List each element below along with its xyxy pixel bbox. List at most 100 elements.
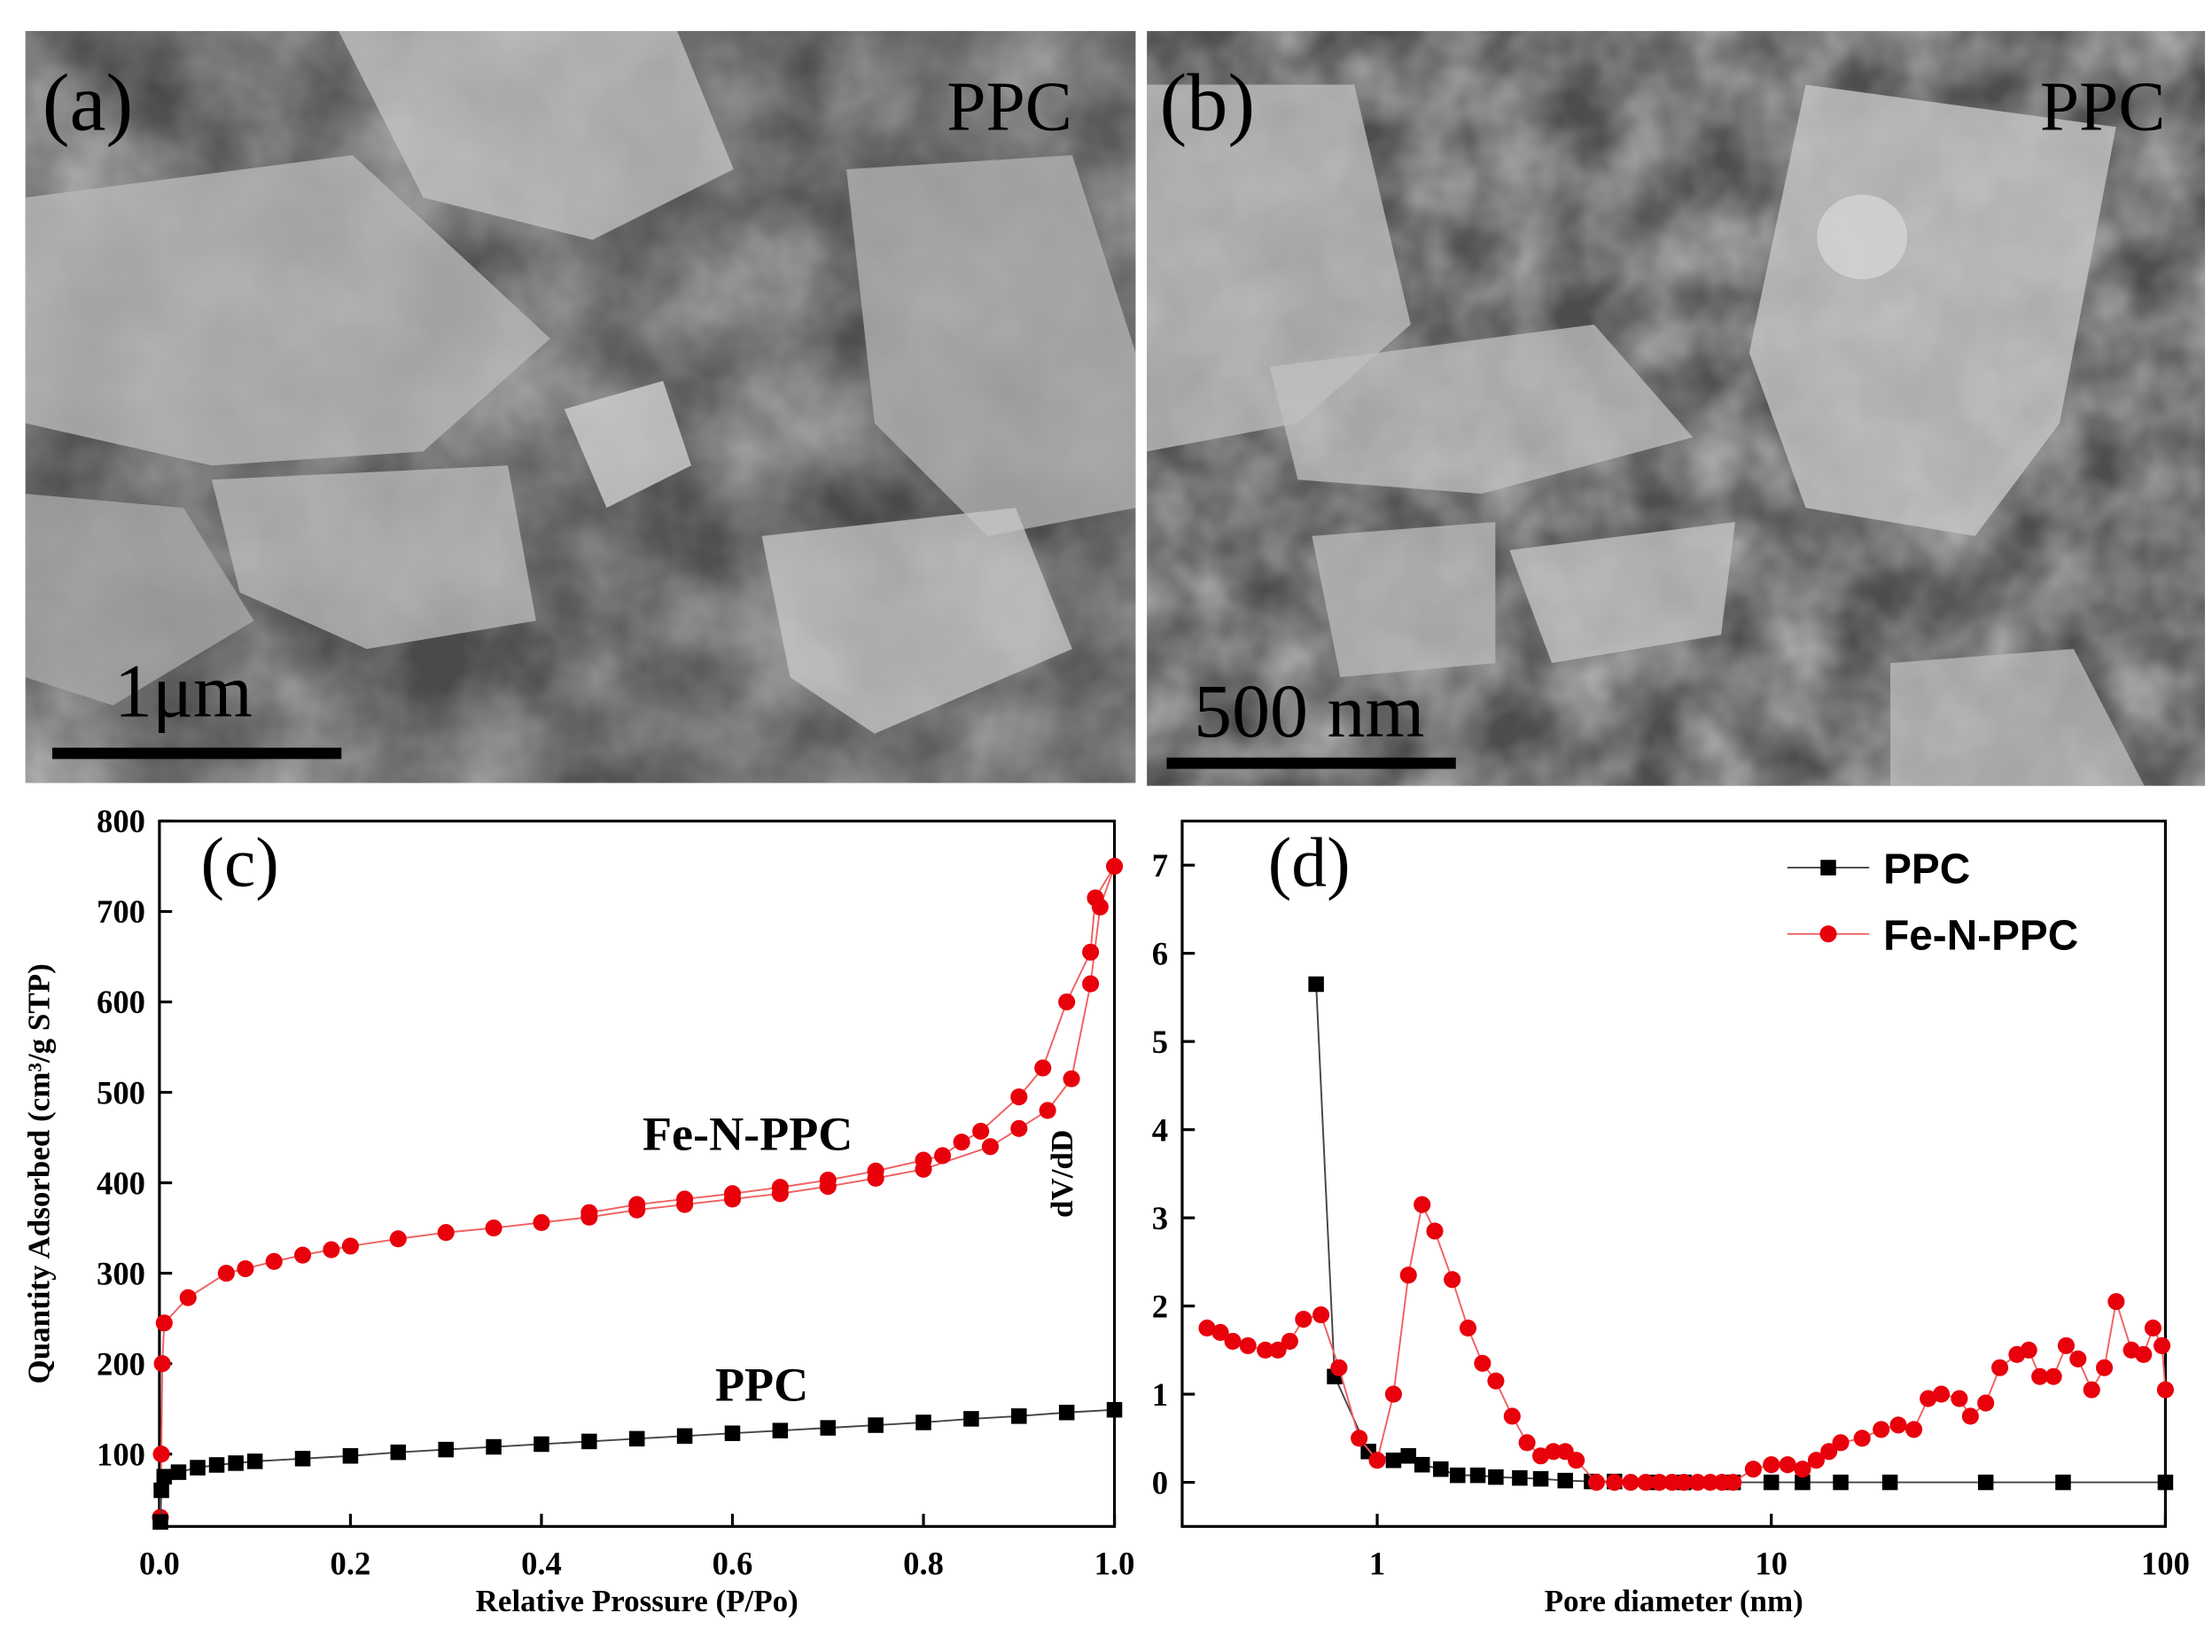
sem-image-a bbox=[25, 31, 1136, 783]
series-label: PPC bbox=[715, 1359, 808, 1412]
x-tick-label: 0.8 bbox=[903, 1545, 944, 1581]
marker bbox=[1010, 1119, 1028, 1137]
marker bbox=[963, 1411, 979, 1427]
legend-label: PPC bbox=[1883, 845, 1970, 892]
marker bbox=[915, 1414, 931, 1430]
marker bbox=[1474, 1354, 1492, 1372]
marker bbox=[1820, 1443, 1838, 1461]
x-axis-label: Relative Prossure (P/Po) bbox=[476, 1584, 798, 1618]
marker bbox=[217, 1265, 235, 1282]
y-tick-label: 2 bbox=[1152, 1288, 1168, 1324]
series-line bbox=[160, 865, 1116, 1518]
y-tick-label: 100 bbox=[97, 1436, 145, 1472]
marker bbox=[485, 1220, 502, 1237]
marker bbox=[2096, 1359, 2114, 1376]
marker bbox=[1269, 1341, 1287, 1359]
marker bbox=[265, 1252, 283, 1270]
marker bbox=[1512, 1469, 1528, 1486]
marker bbox=[341, 1237, 359, 1255]
marker bbox=[1606, 1474, 1624, 1492]
marker bbox=[1487, 1372, 1505, 1390]
marker bbox=[1557, 1472, 1573, 1489]
marker bbox=[2083, 1381, 2100, 1399]
x-tick-label: 0.4 bbox=[521, 1545, 562, 1581]
marker bbox=[2055, 1474, 2071, 1491]
x-tick-label: 0.2 bbox=[331, 1545, 371, 1581]
marker bbox=[294, 1451, 311, 1467]
marker bbox=[190, 1460, 206, 1476]
marker bbox=[2157, 1474, 2174, 1491]
marker bbox=[1426, 1222, 1444, 1240]
marker bbox=[152, 1446, 170, 1463]
marker bbox=[1920, 1390, 1937, 1407]
marker bbox=[1503, 1407, 1521, 1425]
y-tick-label: 5 bbox=[1152, 1024, 1168, 1060]
series bbox=[152, 1401, 1123, 1530]
marker bbox=[771, 1179, 789, 1196]
marker bbox=[953, 1134, 970, 1151]
marker bbox=[1308, 976, 1324, 993]
marker bbox=[1807, 1452, 1825, 1469]
y-tick-label: 4 bbox=[1152, 1111, 1168, 1148]
x-tick-label: 0.6 bbox=[713, 1545, 753, 1581]
marker bbox=[156, 1469, 173, 1484]
marker bbox=[293, 1246, 312, 1264]
marker bbox=[1779, 1456, 1796, 1474]
marker bbox=[1873, 1421, 1890, 1438]
legend-label: Fe-N-PPC bbox=[1883, 912, 2078, 959]
marker bbox=[2069, 1350, 2087, 1368]
marker bbox=[389, 1230, 407, 1248]
sem-labels: (a) PPC 1μm (b) PPC 500 nm bbox=[43, 57, 2165, 769]
marker bbox=[1211, 1323, 1229, 1342]
marker bbox=[2057, 1336, 2076, 1354]
marker bbox=[1063, 1070, 1080, 1087]
x-tick-label: 1.0 bbox=[1094, 1545, 1135, 1581]
marker bbox=[2045, 1368, 2062, 1385]
marker bbox=[1951, 1390, 1968, 1407]
x-tick-label: 1 bbox=[1369, 1545, 1385, 1581]
marker bbox=[228, 1455, 244, 1471]
panel-label: (b) bbox=[1159, 57, 1255, 147]
marker bbox=[342, 1447, 359, 1464]
marker bbox=[1833, 1474, 1849, 1491]
legend-marker bbox=[1819, 925, 1837, 943]
marker bbox=[1400, 1447, 1416, 1464]
panel-label: (c) bbox=[200, 824, 278, 902]
marker bbox=[1587, 1474, 1605, 1492]
marker bbox=[1368, 1452, 1386, 1469]
y-tick-label: 500 bbox=[97, 1074, 145, 1110]
y-axis-label: dV/dD bbox=[1045, 1130, 1079, 1218]
marker bbox=[1312, 1306, 1330, 1324]
y-tick-label: 800 bbox=[97, 803, 145, 839]
marker bbox=[1794, 1461, 1811, 1478]
marker bbox=[1450, 1467, 1466, 1484]
marker bbox=[1663, 1474, 1681, 1492]
marker bbox=[1650, 1474, 1668, 1492]
marker bbox=[1295, 1310, 1312, 1329]
marker bbox=[1087, 889, 1104, 907]
marker bbox=[1459, 1319, 1477, 1337]
marker bbox=[237, 1259, 254, 1278]
marker bbox=[1702, 1474, 1719, 1492]
marker bbox=[1675, 1474, 1693, 1492]
marker bbox=[676, 1190, 694, 1208]
scale-bar bbox=[1166, 757, 1456, 769]
marker bbox=[2144, 1319, 2161, 1337]
marker bbox=[246, 1453, 263, 1469]
marker bbox=[1039, 1102, 1056, 1119]
marker bbox=[915, 1151, 932, 1169]
marker bbox=[486, 1438, 502, 1455]
marker bbox=[724, 1425, 741, 1441]
marker bbox=[1384, 1385, 1402, 1403]
marker bbox=[723, 1185, 742, 1203]
marker bbox=[1239, 1336, 1257, 1354]
marker bbox=[1444, 1271, 1461, 1289]
marker bbox=[1433, 1461, 1449, 1477]
marker bbox=[1224, 1332, 1242, 1350]
marker bbox=[1763, 1456, 1780, 1474]
x-axis-label: Pore diameter (nm) bbox=[1545, 1584, 1803, 1618]
marker bbox=[1637, 1474, 1655, 1492]
marker bbox=[1977, 1394, 1995, 1412]
legend-marker bbox=[1820, 860, 1836, 876]
marker bbox=[867, 1162, 884, 1180]
